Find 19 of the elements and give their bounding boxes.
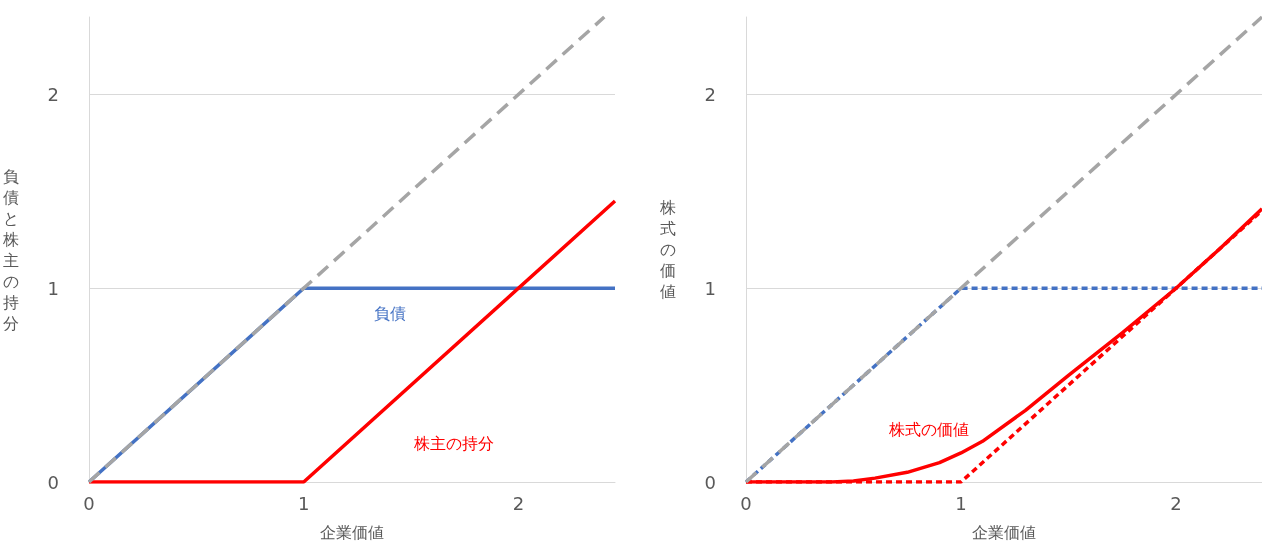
x-tick-label: 0 — [83, 492, 95, 514]
y-tick-label: 1 — [47, 277, 59, 299]
x-axis-title: 企業価値 — [972, 522, 1036, 542]
x-tick-label: 0 — [740, 492, 752, 514]
x-tick-label: 1 — [955, 492, 967, 514]
y-axis-title: 負債と株主の持分 — [2, 166, 19, 333]
y-tick-label: 1 — [704, 277, 716, 299]
y-tick-label: 0 — [704, 471, 716, 493]
y-tick-label: 2 — [704, 84, 716, 105]
series-label: 株式の価値 — [887, 420, 969, 440]
x-axis-title: 企業価値 — [320, 522, 384, 542]
y-axis-title: 株式の価値 — [659, 198, 676, 301]
y-tick-label: 2 — [47, 84, 59, 105]
series-label: 負債 — [373, 303, 406, 323]
x-tick-label: 1 — [297, 492, 310, 514]
y-tick-label: 0 — [47, 471, 59, 493]
x-tick-label: 2 — [512, 492, 525, 514]
text: 株主の持分 — [412, 433, 494, 453]
x-tick-label: 2 — [1170, 492, 1182, 514]
